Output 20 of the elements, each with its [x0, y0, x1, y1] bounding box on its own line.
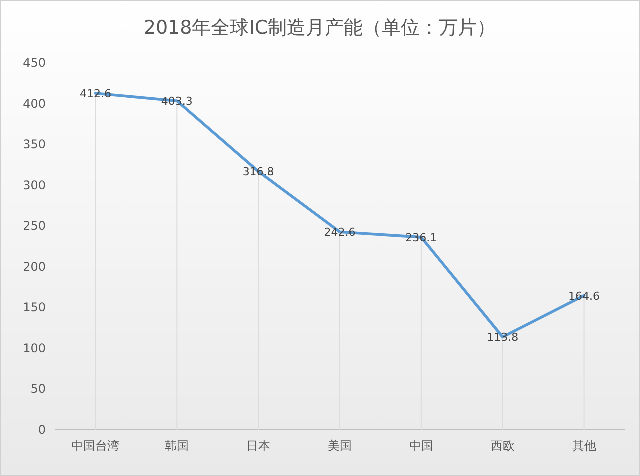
y-tick-label: 250 — [23, 219, 46, 234]
y-tick-label: 450 — [23, 56, 46, 70]
y-tick-label: 350 — [23, 138, 46, 152]
chart-title: 2018年全球IC制造月产能（单位：万片） — [144, 17, 496, 39]
y-tick-label: 50 — [30, 382, 46, 396]
x-tick-label: 中国台湾 — [72, 439, 120, 453]
y-tick-label: 400 — [23, 96, 46, 111]
y-tick-label: 300 — [23, 178, 46, 192]
x-tick-label: 美国 — [328, 439, 352, 453]
y-tick-label: 100 — [23, 341, 46, 356]
x-tick-label: 韩国 — [165, 439, 190, 453]
y-tick-label: 150 — [23, 300, 46, 315]
x-tick-label: 西欧 — [490, 439, 515, 453]
y-tick-label: 0 — [38, 423, 46, 437]
x-tick-label: 其他 — [572, 439, 596, 453]
y-tick-label: 200 — [23, 260, 46, 274]
data-label: 412.6 — [80, 88, 112, 100]
x-tick-label: 日本 — [246, 439, 271, 453]
data-label: 113.8 — [487, 331, 519, 344]
x-tick-label: 中国 — [409, 439, 434, 453]
